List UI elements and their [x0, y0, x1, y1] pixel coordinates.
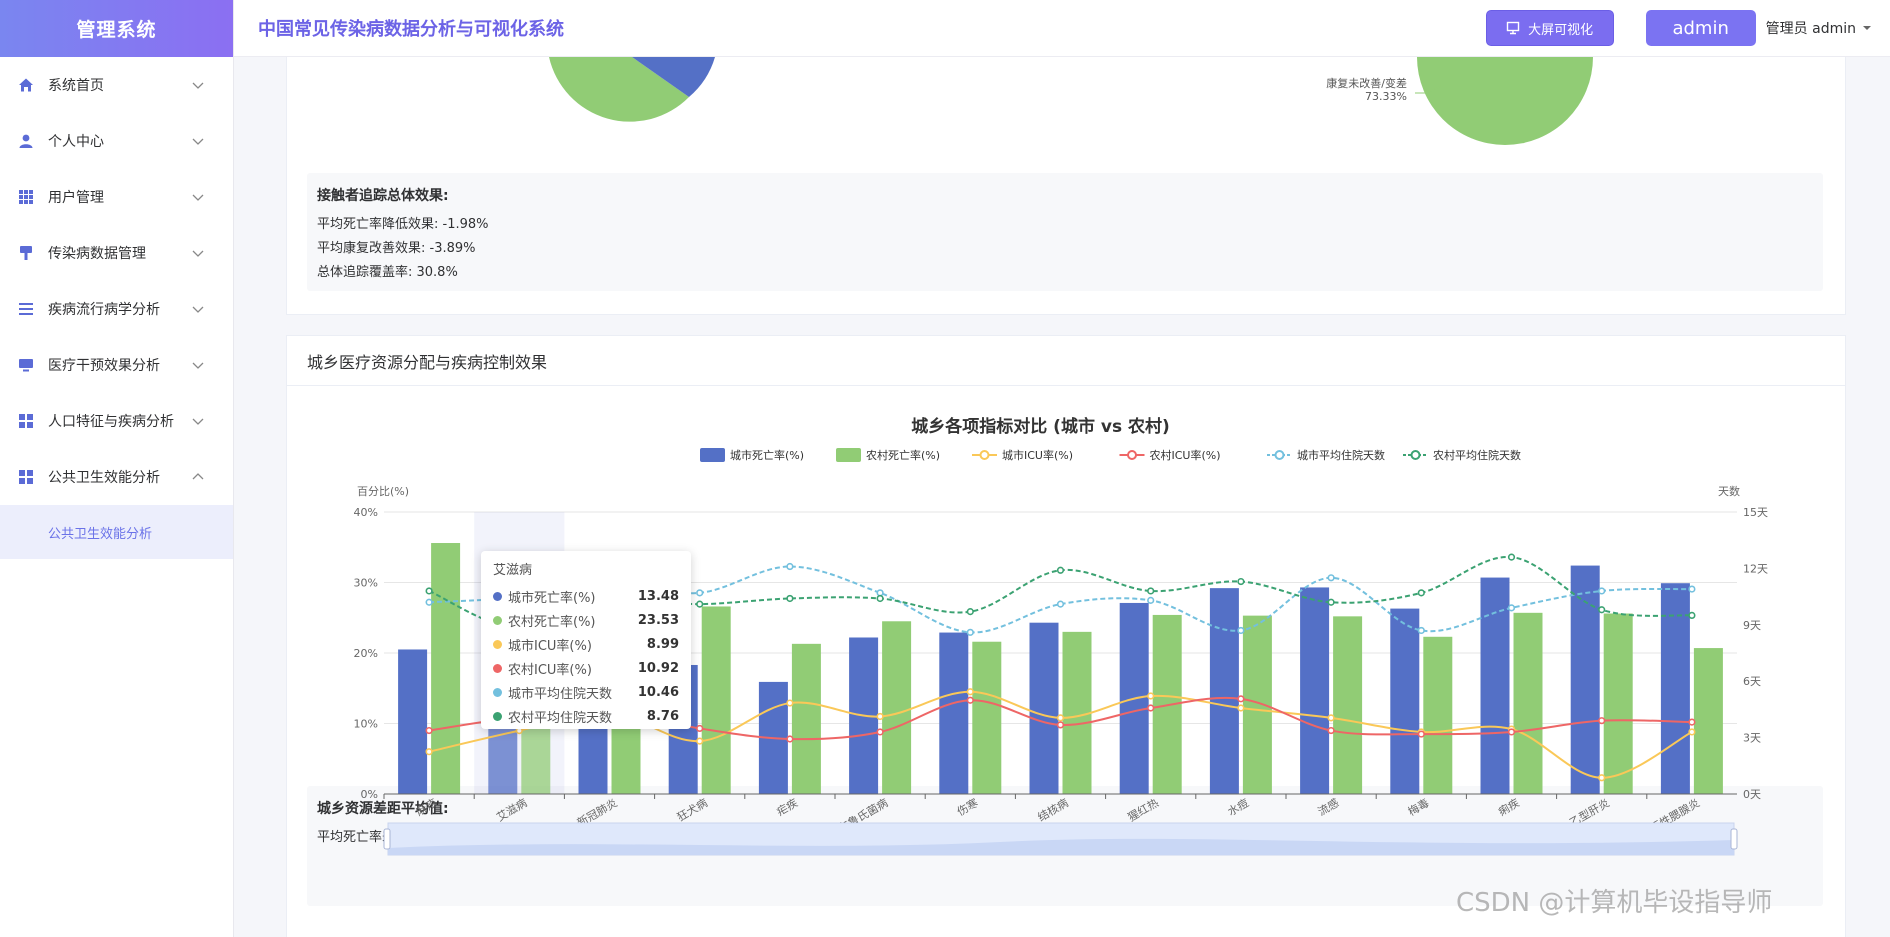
apps-icon: [18, 413, 34, 429]
tooltip-dot: [493, 711, 502, 721]
sidebar-item-label: 个人中心: [48, 134, 104, 150]
user-label: 管理员 admin: [1765, 21, 1856, 37]
tooltip-value: 13.48: [637, 588, 679, 604]
tooltip-value: 10.92: [637, 660, 679, 676]
home-icon: [18, 77, 34, 93]
caret-down-icon: [1863, 26, 1871, 30]
bigscreen-button[interactable]: 大屏可视化: [1485, 10, 1614, 46]
admin-button[interactable]: admin: [1645, 10, 1756, 46]
tooltip-dot: [493, 663, 502, 673]
sidebar-item-home[interactable]: 系统首页: [0, 57, 233, 113]
summary-title: 城乡资源差距平均值:: [317, 801, 449, 817]
brand-title: 管理系统: [0, 0, 233, 57]
chevron-down-icon: [192, 82, 204, 89]
grid-icon: [18, 189, 34, 205]
tooltip-row: 城市死亡率(%) 13.48: [493, 584, 679, 608]
pie-charts-partial: 康复未改善/变差 73.33%: [549, 57, 1593, 145]
contact-tracing-summary: 接触者追踪总体效果: 平均死亡率降低效果: -1.98% 平均康复改善效果: -…: [307, 173, 1823, 291]
tooltip-row: 农村死亡率(%) 23.53: [493, 608, 679, 632]
top-header: 中国常见传染病数据分析与可视化系统 大屏可视化 admin 管理员 admin: [234, 0, 1890, 57]
tooltip-name: 城市ICU率(%): [508, 638, 592, 654]
screen-icon: [1506, 21, 1520, 35]
chevron-down-icon: [192, 138, 204, 145]
tooltip-dot: [493, 687, 502, 697]
pie-label-line: [1415, 84, 1444, 94]
sidebar-item-profile[interactable]: 个人中心: [0, 113, 233, 169]
tooltip-row: 农村平均住院天数 8.76: [493, 704, 679, 728]
pie-label-percent: 73.33%: [1365, 90, 1407, 103]
card-title: 城乡医疗资源分配与疾病控制效果: [287, 336, 1845, 386]
tooltip-dot: [493, 615, 502, 625]
sidebar-item-label: 疾病流行病学分析: [48, 302, 160, 318]
list-icon: [18, 301, 34, 317]
tooltip-row: 农村ICU率(%) 10.92: [493, 656, 679, 680]
tooltip-value: 8.76: [646, 708, 679, 724]
chevron-up-icon: [192, 473, 204, 480]
chevron-down-icon: [192, 250, 204, 257]
watermark: CSDN @计算机毕设指导师: [1456, 888, 1773, 918]
sidebar-item-label: 用户管理: [48, 190, 104, 206]
sidebar-item-disease-data[interactable]: 传染病数据管理: [0, 225, 233, 281]
tooltip-name: 农村ICU率(%): [508, 662, 592, 678]
sidebar-item-demographics[interactable]: 人口特征与疾病分析: [0, 393, 233, 449]
user-icon: [18, 133, 34, 149]
chevron-down-icon: [192, 306, 204, 313]
pie-slice-green-right: [1417, 57, 1593, 145]
tooltip-value: 10.46: [637, 684, 679, 700]
chevron-down-icon: [192, 194, 204, 201]
contact-tracing-card: 康复未改善/变差 73.33% 接触者追踪总体效果: 平均死亡率降低效果: -1…: [286, 57, 1846, 315]
tooltip-name: 城市平均住院天数: [508, 686, 613, 702]
tooltip-name: 农村平均住院天数: [508, 710, 613, 726]
sidebar-subitem-public-health[interactable]: 公共卫生效能分析: [0, 505, 233, 559]
tooltip-name: 农村死亡率(%): [508, 614, 596, 630]
chart-tooltip: 艾滋病 城市死亡率(%) 13.48 农村死亡率(%) 23.53 城市ICU率(%) 8…: [481, 551, 691, 729]
pie-slice-blue-left: [632, 57, 715, 97]
sidebar-item-epidemiology[interactable]: 疾病流行病学分析: [0, 281, 233, 337]
tooltip-row: 城市平均住院天数 10.46: [493, 680, 679, 704]
sidebar-item-label: 传染病数据管理: [48, 246, 146, 262]
summary-line: 平均死亡率差距 (城市 - 农村): 0.87%: [317, 830, 538, 845]
apps-icon: [18, 469, 34, 485]
chevron-down-icon: [192, 418, 204, 425]
brush-icon: [18, 245, 34, 261]
sidebar-item-label: 医疗干预效果分析: [48, 358, 160, 374]
tooltip-row: 城市ICU率(%) 8.99: [493, 632, 679, 656]
pie-slice-green-left: [549, 57, 689, 122]
user-dropdown[interactable]: 管理员 admin: [1766, 18, 1872, 38]
summary-line: 总体追踪覆盖率: 30.8%: [317, 265, 458, 280]
sidebar: 管理系统 系统首页 个人中心 用户管理 传染病数据管理 疾病流行病学分析: [0, 0, 234, 937]
monitor-icon: [18, 357, 34, 373]
main-content: 康复未改善/变差 73.33% 接触者追踪总体效果: 平均死亡率降低效果: -1…: [234, 57, 1890, 937]
summary-line: 平均康复改善效果: -3.89%: [317, 241, 476, 256]
sidebar-item-label: 公共卫生效能分析: [48, 470, 160, 486]
tooltip-value: 8.99: [646, 636, 679, 652]
tooltip-value: 23.53: [637, 612, 679, 628]
sidebar-item-users[interactable]: 用户管理: [0, 169, 233, 225]
bigscreen-label: 大屏可视化: [1528, 22, 1594, 38]
summary-title: 接触者追踪总体效果:: [317, 188, 449, 204]
pie-label-name: 康复未改善/变差: [1326, 76, 1407, 90]
system-title: 中国常见传染病数据分析与可视化系统: [258, 19, 564, 40]
sidebar-menu: 系统首页 个人中心 用户管理 传染病数据管理 疾病流行病学分析 医疗干预效果分析: [0, 57, 233, 559]
tooltip-name: 城市死亡率(%): [508, 590, 596, 606]
chevron-down-icon: [192, 362, 204, 369]
sidebar-item-label: 系统首页: [48, 78, 104, 94]
sidebar-item-intervention[interactable]: 医疗干预效果分析: [0, 337, 233, 393]
sidebar-item-label: 人口特征与疾病分析: [48, 414, 174, 430]
summary-line: 平均死亡率降低效果: -1.98%: [317, 217, 489, 232]
sidebar-item-public-health[interactable]: 公共卫生效能分析: [0, 449, 233, 505]
tooltip-dot: [493, 639, 502, 649]
tooltip-dot: [493, 591, 502, 601]
tooltip-title: 艾滋病: [493, 563, 533, 578]
